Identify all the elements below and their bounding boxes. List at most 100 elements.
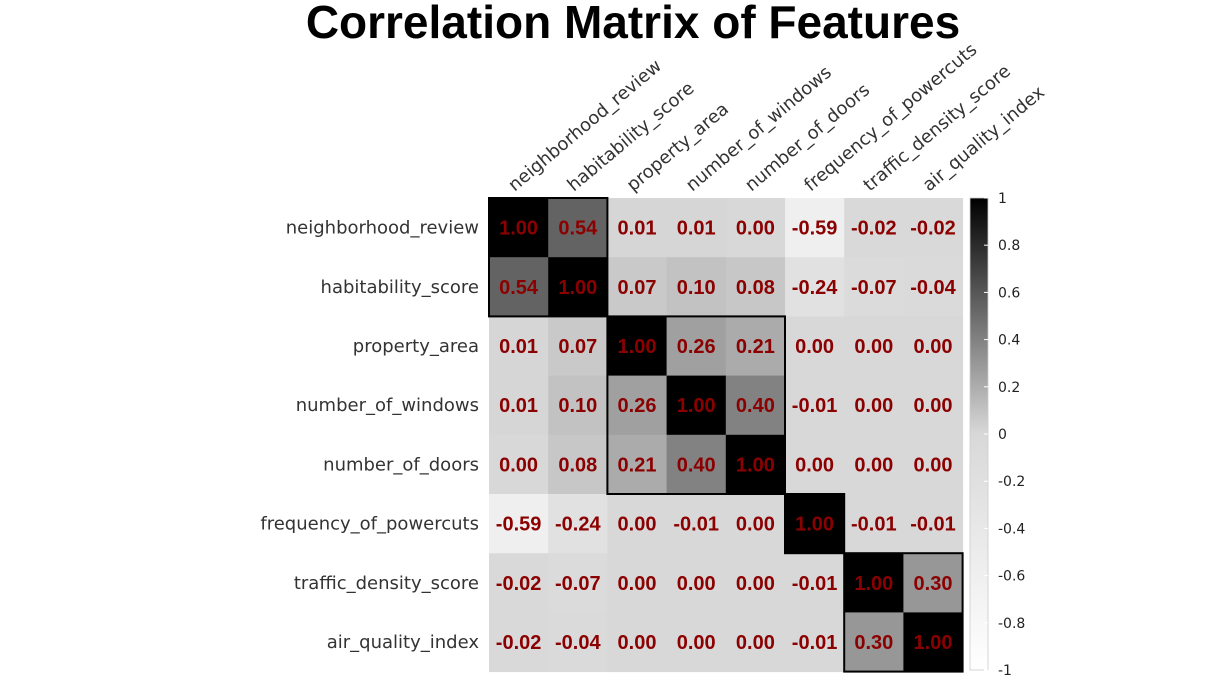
cell-value-label: 0.00 — [854, 454, 893, 476]
cell-value-label: 0.26 — [677, 336, 716, 358]
cell-value-label: 0.00 — [795, 336, 834, 358]
row-label: habitability_score — [321, 277, 479, 298]
heatmap-cell — [489, 316, 549, 377]
cell-value-label: -0.01 — [851, 514, 897, 536]
cell-value-label: 0.00 — [618, 514, 657, 536]
cell-value-label: -0.07 — [555, 573, 601, 595]
cluster-box — [606, 315, 787, 495]
heatmap-cell — [844, 434, 904, 495]
cell-value-label: 0.08 — [736, 277, 775, 299]
cell-value-label: 1.00 — [499, 218, 538, 240]
cell-value-label: 0.00 — [854, 395, 893, 417]
cell-value-label: 0.40 — [677, 454, 716, 476]
heatmap-cell — [785, 434, 845, 495]
heatmap-cell — [725, 257, 786, 317]
heatmap-cell — [725, 553, 786, 613]
cell-value-label: -0.24 — [792, 277, 838, 299]
row-label: air_quality_index — [327, 632, 480, 653]
heatmap-cell — [548, 316, 608, 377]
cell-value-label: -0.59 — [496, 514, 542, 536]
cell-value-label: -0.01 — [673, 514, 719, 536]
heatmap-cell — [489, 553, 549, 613]
heatmap-cell — [489, 434, 549, 495]
heatmap-cell — [666, 434, 727, 495]
colorbar-tick-label: 0.4 — [998, 333, 1020, 349]
cell-value-label: 0.00 — [499, 454, 538, 476]
cell-value-label: 0.00 — [914, 336, 953, 358]
heatmap-cell — [607, 612, 668, 673]
heatmap-cell — [725, 434, 786, 495]
cell-value-label: 0.54 — [558, 218, 598, 240]
heatmap-cell — [844, 494, 904, 554]
heatmap-cell — [725, 198, 786, 258]
cell-value-label: 0.01 — [618, 218, 657, 240]
cell-value-label: -0.59 — [792, 218, 838, 240]
heatmap-cell — [666, 375, 727, 436]
cell-value-label: 0.00 — [736, 573, 775, 595]
cell-value-label: 0.26 — [618, 395, 657, 417]
cell-value-label: 0.00 — [736, 218, 775, 240]
heatmap-cell — [666, 316, 727, 377]
heatmap-cell — [607, 434, 668, 495]
cell-value-label: 0.21 — [736, 336, 775, 358]
cell-value-label: 0.00 — [736, 632, 775, 654]
heatmap-cell — [489, 257, 549, 317]
cell-value-label: 0.00 — [854, 336, 893, 358]
cell-value-label: 0.01 — [499, 336, 538, 358]
cell-value-label: -0.02 — [496, 573, 542, 595]
cell-value-label: 0.08 — [558, 454, 597, 476]
cell-value-label: 0.01 — [499, 395, 538, 417]
heatmap-cell — [489, 375, 549, 436]
heatmap-cell — [548, 375, 608, 436]
colorbar-tick-label: 1 — [998, 191, 1007, 207]
heatmap-cell — [725, 612, 786, 673]
cell-value-label: -0.01 — [792, 632, 838, 654]
heatmap-cell — [548, 434, 608, 495]
cluster-box — [488, 197, 609, 318]
cell-value-label: 1.00 — [558, 277, 597, 299]
heatmap-cell — [489, 612, 549, 673]
cluster-box — [784, 493, 846, 555]
heatmap-cell — [666, 553, 727, 613]
cell-value-label: 0.00 — [618, 573, 657, 595]
cell-value-label: 0.07 — [558, 336, 597, 358]
heatmap-cell — [903, 434, 964, 495]
cell-value-label: -0.02 — [851, 218, 897, 240]
colorbar-tick-label: -0.8 — [998, 616, 1025, 632]
heatmap-cell — [903, 494, 964, 554]
cell-value-label: 0.21 — [618, 454, 657, 476]
heatmap-cell — [903, 198, 964, 258]
cell-value-label: 0.00 — [618, 632, 657, 654]
heatmap-cell — [903, 316, 964, 377]
cell-value-label: 0.01 — [677, 218, 716, 240]
colorbar-tick-label: 0.6 — [998, 285, 1020, 301]
cell-value-label: 0.00 — [914, 395, 953, 417]
heatmap-cell — [844, 257, 904, 317]
row-label: number_of_windows — [296, 395, 479, 416]
row-label: frequency_of_powercuts — [260, 514, 479, 535]
heatmap-cell — [785, 553, 845, 613]
heatmap-cell — [607, 198, 668, 258]
heatmap-cell — [666, 257, 727, 317]
cell-value-label: 1.00 — [677, 395, 716, 417]
cell-value-label: 1.00 — [914, 632, 953, 654]
row-label: traffic_density_score — [294, 573, 479, 594]
row-labels: neighborhood_review habitability_scorepro… — [260, 218, 479, 653]
colorbar-tick-label: 0 — [998, 427, 1007, 443]
colorbar-tick-label: 0.8 — [998, 238, 1020, 254]
cell-value-label: 0.54 — [499, 277, 539, 299]
heatmap-cell — [607, 375, 668, 436]
heatmap-cell — [548, 612, 608, 673]
cell-value-label: 0.00 — [677, 632, 716, 654]
heatmap-cell — [548, 257, 608, 317]
heatmap-cell — [607, 316, 668, 377]
heatmap-cell — [548, 553, 608, 613]
heatmap-cell — [489, 494, 549, 554]
heatmap-cell — [844, 375, 904, 436]
cell-value-label: 0.40 — [736, 395, 775, 417]
heatmap-cell — [785, 257, 845, 317]
heatmap-cell — [903, 375, 964, 436]
cell-value-label: -0.01 — [792, 395, 838, 417]
colorbar-tick-label: 0.2 — [998, 380, 1020, 396]
